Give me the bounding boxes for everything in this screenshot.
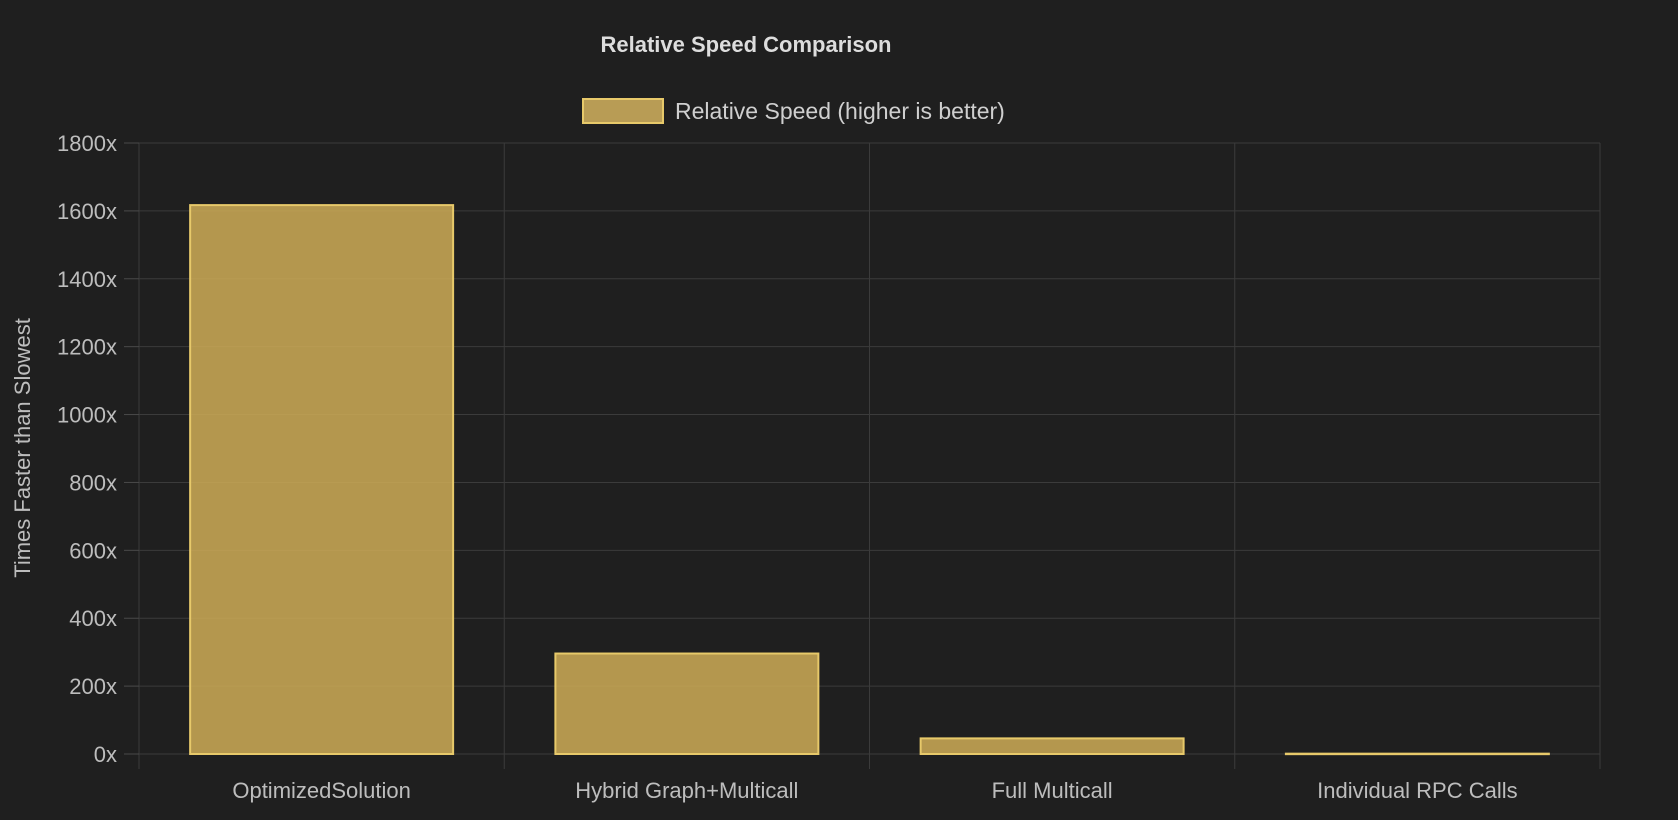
x-tick-label: Hybrid Graph+Multicall [575,778,798,803]
x-tick-label: OptimizedSolution [232,778,411,803]
legend-swatch[interactable] [582,98,664,124]
chart-title: Relative Speed Comparison [601,32,892,57]
y-tick-label: 1800x [57,131,117,156]
bar[interactable] [1284,752,1550,756]
bars [189,204,1550,756]
y-tick-label: 1600x [57,199,117,224]
y-tick-label: 800x [69,470,117,495]
y-tick-label: 400x [69,606,117,631]
y-tick-label: 200x [69,674,117,699]
y-tick-label: 1200x [57,335,117,360]
bar[interactable] [554,652,820,755]
x-tick-label: Individual RPC Calls [1317,778,1518,803]
legend[interactable]: Relative Speed (higher is better) [582,98,1005,124]
y-tick-label: 600x [69,538,117,563]
bar[interactable] [189,204,455,755]
y-tick-label: 1400x [57,267,117,292]
bar[interactable] [919,737,1185,756]
legend-label[interactable]: Relative Speed (higher is better) [675,98,1005,124]
x-tick-label: Full Multicall [992,778,1113,803]
y-axis-title: Times Faster than Slowest [10,318,35,578]
x-axis: OptimizedSolution Hybrid Graph+Multicall F… [232,778,1517,803]
y-tick-label: 0x [94,742,117,767]
y-axis: 0x 200x 400x 600x 800x 1000x 1200x 1400x 1600x 18… [57,131,139,767]
y-tick-label: 1000x [57,403,117,428]
